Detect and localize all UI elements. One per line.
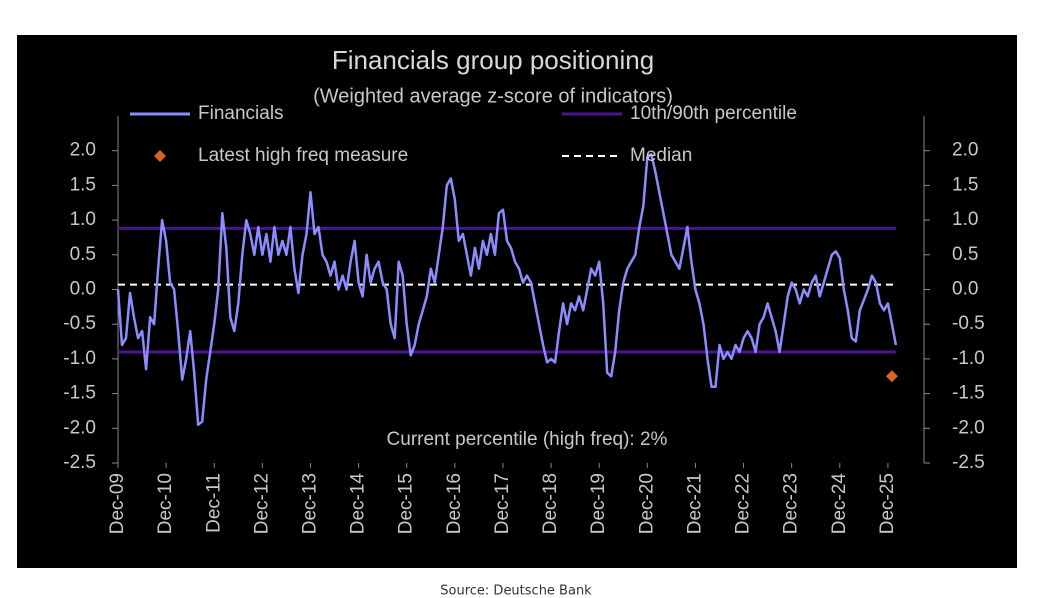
y-tick-label: 2.0	[70, 140, 96, 161]
y-tick-label: -0.5	[63, 313, 96, 334]
y2-tick-label: -0.5	[952, 313, 985, 334]
y-tick-label: 0.5	[70, 244, 96, 265]
y2-tick-label: 2.0	[952, 140, 978, 161]
chart-subtitle: (Weighted average z-score of indicators)	[313, 85, 673, 107]
y-tick-label: 1.5	[70, 174, 96, 195]
y-tick-label: -1.5	[63, 383, 96, 404]
x-tick-label: Dec-17	[492, 473, 513, 534]
x-tick-label: Dec-12	[251, 473, 272, 534]
x-tick-label: Dec-20	[636, 473, 657, 534]
y2-tick-label: 0.0	[952, 279, 978, 300]
chart-title: Financials group positioning	[332, 45, 654, 75]
x-tick-label: Dec-13	[299, 473, 320, 534]
legend-swatch	[154, 150, 166, 162]
x-tick-label: Dec-10	[155, 473, 176, 534]
x-tick-label: Dec-19	[588, 473, 609, 534]
x-tick-label: Dec-21	[684, 473, 705, 534]
series-line	[116, 152, 898, 427]
x-tick-label: Dec-16	[444, 473, 465, 534]
y2-tick-label: 1.0	[952, 209, 978, 230]
annotation: Current percentile (high freq): 2%	[387, 429, 668, 450]
x-tick-label: Dec-23	[781, 473, 802, 534]
y-tick-label: 0.0	[70, 279, 96, 300]
y2-tick-label: 0.5	[952, 244, 978, 265]
x-tick-label: Dec-15	[396, 473, 417, 534]
x-tick-label: Dec-11	[203, 473, 224, 533]
x-tick-label: Dec-25	[877, 473, 898, 534]
y2-tick-label: -1.5	[952, 383, 985, 404]
legend-label: 10th/90th percentile	[630, 103, 797, 124]
latest-marker	[885, 370, 898, 383]
x-tick-label: Dec-18	[540, 473, 561, 534]
legend-label: Financials	[198, 103, 284, 124]
y-tick-label: -1.0	[63, 348, 96, 369]
source: Source: Deutsche Bank	[440, 584, 592, 598]
x-tick-label: Dec-24	[829, 473, 850, 535]
legend-label: Latest high freq measure	[198, 145, 408, 166]
y2-tick-label: -1.0	[952, 348, 985, 369]
chart-panel	[17, 35, 1017, 568]
x-tick-label: Dec-14	[348, 473, 369, 535]
y2-tick-label: -2.5	[952, 452, 985, 473]
y-tick-label: 1.0	[70, 209, 96, 230]
y2-tick-label: 1.5	[952, 174, 978, 195]
y-tick-label: -2.0	[63, 417, 96, 438]
legend-label: Median	[630, 145, 692, 166]
y-tick-label: -2.5	[63, 452, 96, 473]
x-tick-label: Dec-22	[733, 473, 754, 534]
y2-tick-label: -2.0	[952, 417, 985, 438]
x-tick-label: Dec-09	[107, 473, 128, 534]
